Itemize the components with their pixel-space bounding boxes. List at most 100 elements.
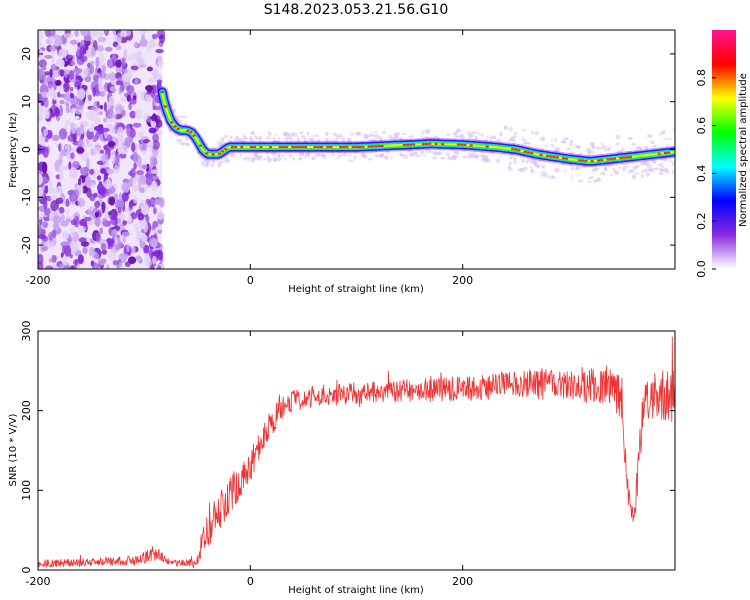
spectrogram-x-axis-label: Height of straight line (km) — [288, 284, 424, 295]
noise-speckle — [97, 36, 107, 43]
band-halo-speckle — [646, 134, 653, 138]
band-halo-speckle — [522, 166, 528, 171]
band-halo-speckle — [485, 135, 489, 140]
band-halo-speckle — [532, 160, 538, 166]
band-peak-mark — [463, 143, 467, 146]
band-halo-speckle — [662, 130, 666, 135]
noise-speckle — [49, 36, 55, 43]
band-halo-speckle — [363, 133, 368, 139]
noise-speckle — [157, 130, 162, 136]
noise-speckle — [48, 188, 57, 194]
band-halo-speckle — [445, 151, 450, 157]
noise-speckle — [123, 253, 129, 259]
band-peak-mark — [606, 158, 610, 161]
band-halo-speckle — [586, 180, 593, 184]
noise-speckle — [65, 54, 74, 61]
noise-speckle — [97, 186, 107, 196]
band-peak-mark — [530, 152, 534, 155]
colorbar-label: Normalized spectral amplitude — [738, 73, 749, 227]
noise-speckle — [134, 78, 139, 85]
band-halo-speckle — [660, 165, 665, 169]
noise-speckle — [70, 60, 76, 66]
y-tick-label: -20 — [20, 236, 33, 254]
noise-speckle — [96, 175, 102, 181]
noise-speckle — [147, 141, 154, 149]
spectrogram-panel: -200 0 200 -20 -10 0 10 20 Height of straight … — [8, 29, 676, 295]
noise-speckle — [69, 167, 78, 179]
band-halo-speckle — [550, 138, 554, 142]
band-halo-speckle — [586, 151, 592, 156]
band-halo-speckle — [600, 142, 604, 146]
noise-speckle — [151, 169, 159, 174]
band-halo-speckle — [349, 132, 355, 137]
band-halo-speckle — [513, 156, 517, 162]
band-halo-speckle — [267, 157, 272, 163]
noise-speckle — [152, 133, 160, 143]
noise-speckle — [132, 180, 136, 188]
band-halo-speckle — [503, 125, 508, 130]
band-halo-speckle — [331, 153, 335, 156]
noise-speckle — [69, 39, 78, 45]
band-halo-speckle — [177, 116, 180, 120]
colorbar-tick-label: 0.0 — [695, 260, 708, 278]
noise-speckle — [139, 163, 148, 171]
noise-speckle — [58, 86, 65, 92]
band-peak-mark — [160, 91, 164, 94]
band-peak-mark — [584, 160, 588, 162]
band-halo-speckle — [581, 165, 587, 169]
noise-speckle — [90, 114, 95, 122]
noise-speckle — [69, 86, 74, 92]
noise-speckle — [151, 89, 157, 100]
snr-frame — [37, 330, 676, 571]
band-halo-speckle — [496, 138, 502, 144]
noise-speckle — [118, 192, 123, 203]
noise-speckle — [38, 30, 44, 42]
noise-speckle — [133, 162, 137, 170]
band-halo-speckle — [223, 157, 229, 162]
noise-speckle — [52, 134, 60, 142]
band-halo-speckle — [662, 158, 668, 162]
band-peak-mark — [224, 148, 228, 151]
band-halo-speckle — [283, 157, 287, 161]
band-peak-mark — [628, 155, 632, 158]
y-tick-label: 100 — [20, 480, 33, 501]
band-halo-speckle — [290, 137, 293, 142]
band-halo-speckle — [595, 146, 600, 152]
band-halo-speckle — [353, 155, 357, 160]
band-halo-speckle — [591, 145, 595, 150]
band-halo-speckle — [320, 153, 326, 158]
band-halo-speckle — [238, 138, 243, 142]
band-halo-speckle — [229, 135, 233, 139]
noise-speckle — [152, 255, 157, 265]
noise-speckle — [140, 30, 147, 36]
band-halo-speckle — [203, 159, 206, 163]
noise-speckle — [119, 152, 127, 159]
band-halo-speckle — [180, 142, 186, 146]
noise-speckle — [60, 69, 65, 77]
band-halo-speckle — [234, 135, 240, 141]
noise-speckle — [99, 105, 104, 110]
noise-speckle — [44, 71, 51, 76]
noise-speckle — [119, 144, 129, 155]
band-halo-speckle — [433, 135, 438, 139]
noise-speckle — [44, 30, 52, 37]
band-halo-speckle — [247, 156, 250, 160]
noise-speckle — [148, 39, 156, 49]
noise-speckle — [43, 128, 49, 136]
band-peak-mark — [485, 145, 489, 148]
band-halo-speckle — [577, 152, 583, 157]
noise-speckle — [41, 65, 47, 71]
noise-speckle — [148, 78, 152, 85]
noise-speckle — [130, 168, 136, 179]
band-peak-mark — [577, 159, 581, 162]
noise-speckle — [84, 76, 92, 83]
band-halo-speckle — [646, 172, 650, 177]
band-halo-speckle — [250, 131, 254, 135]
band-peak-mark — [523, 150, 527, 153]
band-halo-speckle — [317, 139, 321, 143]
band-halo-speckle — [659, 131, 663, 136]
band-halo-speckle — [221, 141, 224, 144]
band-halo-speckle — [228, 139, 232, 142]
noise-speckle — [88, 127, 94, 132]
noise-speckle — [95, 232, 101, 243]
